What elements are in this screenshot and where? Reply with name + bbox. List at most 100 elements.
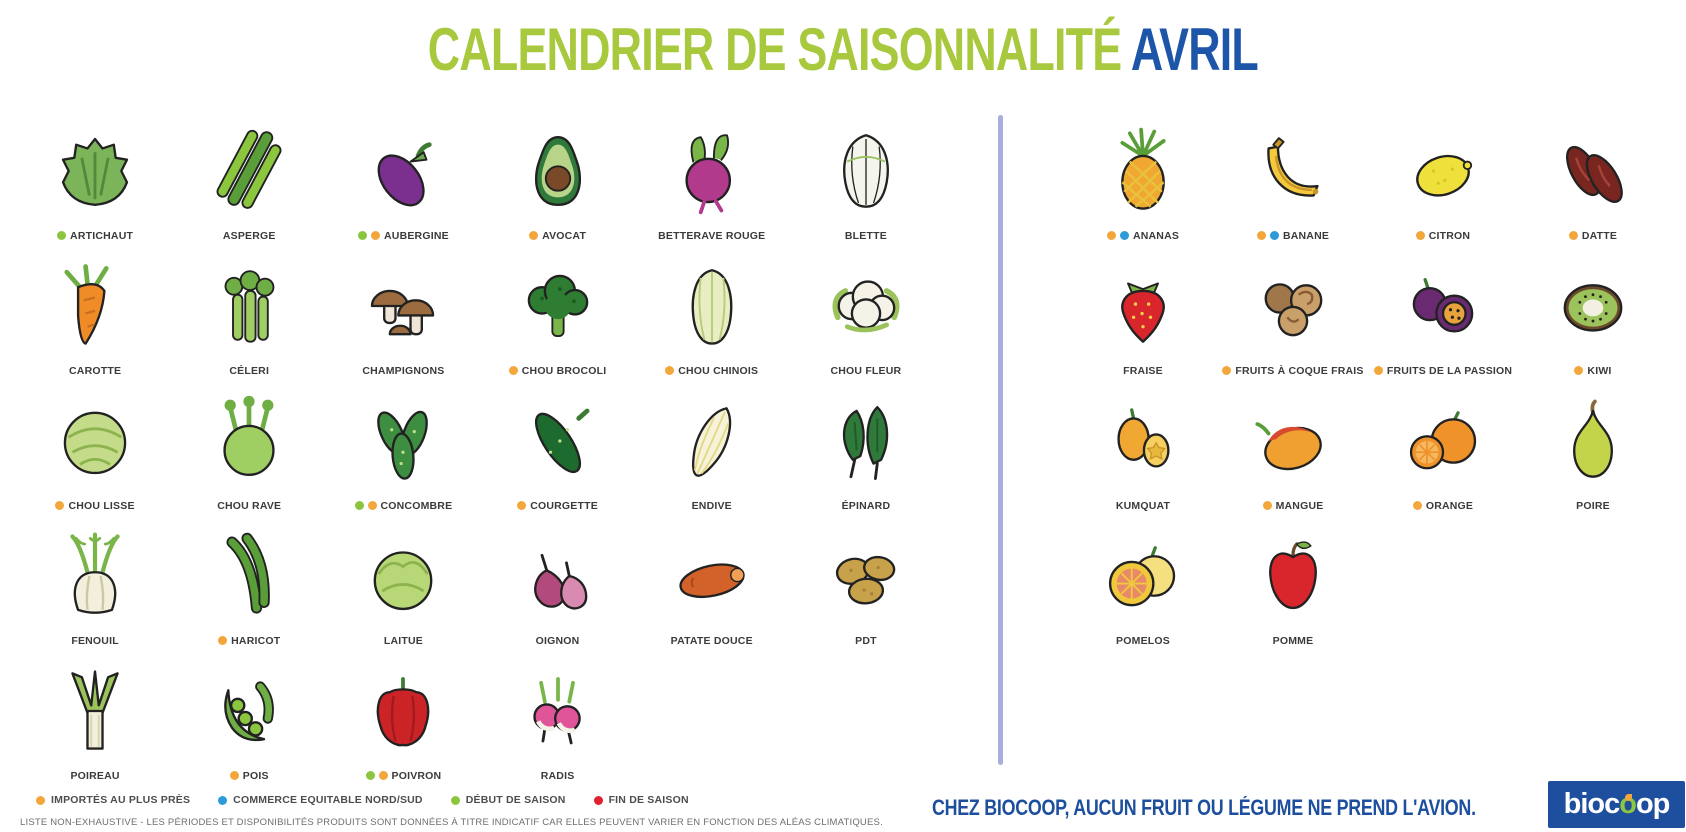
peas-icon [202, 652, 296, 769]
produce-label-row: POMELOS [1116, 634, 1170, 647]
produce-label-row: ENDIVE [692, 499, 732, 512]
kiwi-icon [1546, 247, 1640, 364]
produce-label: POIS [242, 769, 269, 782]
produce-label-row: RADIS [541, 769, 575, 782]
asparagus-icon [202, 112, 296, 229]
legend-label: FIN DE SAISON [608, 794, 689, 806]
produce-item: ASPERGE [172, 112, 326, 247]
produce-item: KIWI [1518, 247, 1668, 382]
produce-item: ÉPINARD [789, 382, 943, 517]
beetroot-icon [665, 112, 759, 229]
produce-label: DATTE [1581, 229, 1618, 242]
produce-item: AUBERGINE [326, 112, 480, 247]
produce-label: CÉLERI [229, 364, 270, 377]
produce-item: BETTERAVE ROUGE [635, 112, 789, 247]
legend-label: COMMERCE EQUITABLE NORD/SUD [233, 794, 423, 806]
chard-icon [819, 112, 913, 229]
produce-item: FRUITS À COQUE FRAIS [1218, 247, 1368, 382]
legend-item-orange: IMPORTÉS AU PLUS PRÈS [36, 794, 190, 806]
produce-label: CONCOMBRE [380, 499, 453, 512]
produce-label-row: AVOCAT [529, 229, 586, 242]
bell-pepper-icon [356, 652, 450, 769]
produce-item: ANANAS [1068, 112, 1218, 247]
chinese-cabbage-icon [665, 247, 759, 364]
produce-label-row: DATTE [1568, 229, 1618, 242]
produce-label-row: MANGUE [1262, 499, 1324, 512]
produce-item: KUMQUAT [1068, 382, 1218, 517]
produce-label: CHOU FLEUR [830, 364, 902, 377]
produce-item: CHOU LISSE [18, 382, 172, 517]
produce-label: CHAMPIGNONS [362, 364, 445, 377]
apple-icon [1246, 517, 1340, 634]
produce-item: LAITUE [326, 517, 480, 652]
produce-label: ASPERGE [222, 229, 276, 242]
cauliflower-icon [819, 247, 913, 364]
produce-label-row: CHAMPIGNONS [362, 364, 444, 377]
produce-label-row: CONCOMBRE [354, 499, 453, 512]
season-dot-orange [1574, 366, 1584, 375]
produce-label-row: POIS [229, 769, 269, 782]
carrot-icon [48, 247, 142, 364]
produce-item: PDT [789, 517, 943, 652]
endive-icon [665, 382, 759, 499]
produce-item: CÉLERI [172, 247, 326, 382]
produce-item: BLETTE [789, 112, 943, 247]
produce-label-row: ANANAS [1106, 229, 1179, 242]
season-dot-green [365, 771, 375, 780]
produce-label-row: BANANE [1256, 229, 1329, 242]
produce-item: FRAISE [1068, 247, 1218, 382]
produce-label-row: FENOUIL [71, 634, 118, 647]
produce-item: CONCOMBRE [326, 382, 480, 517]
season-dot-orange [1262, 501, 1272, 510]
potato-icon [819, 517, 913, 634]
kumquat-icon [1096, 382, 1190, 499]
produce-label: FRUITS À COQUE FRAIS [1235, 364, 1364, 377]
produce-label: POIREAU [70, 769, 120, 782]
legend-dot-blue [218, 795, 228, 805]
season-dot-blue [1269, 231, 1279, 240]
date-icon [1546, 112, 1640, 229]
strawberry-icon [1096, 247, 1190, 364]
produce-label: ARTICHAUT [70, 229, 134, 242]
produce-label-row: ORANGE [1412, 499, 1473, 512]
produce-item: DATTE [1518, 112, 1668, 247]
season-dot-green [354, 501, 364, 510]
pineapple-icon [1096, 112, 1190, 229]
produce-label-row: CHOU LISSE [55, 499, 134, 512]
produce-item: HARICOT [172, 517, 326, 652]
season-dot-orange [378, 771, 388, 780]
produce-item: ARTICHAUT [18, 112, 172, 247]
produce-label: POMME [1272, 634, 1314, 647]
produce-label: MANGUE [1275, 499, 1324, 512]
produce-label-row: ARTICHAUT [57, 229, 133, 242]
legend-dot-red [593, 795, 603, 805]
produce-label-row: CHOU BROCOLI [508, 364, 607, 377]
kohlrabi-icon [202, 382, 296, 499]
produce-label-row: POIREAU [70, 769, 119, 782]
leek-icon [48, 652, 142, 769]
produce-label: HARICOT [231, 634, 281, 647]
produce-label: BETTERAVE ROUGE [658, 229, 766, 242]
produce-label: CHOU CHINOIS [678, 364, 759, 377]
produce-item: FRUITS DE LA PASSION [1368, 247, 1518, 382]
produce-item: COURGETTE [481, 382, 635, 517]
produce-label: OIGNON [535, 634, 580, 647]
sweet-potato-icon [665, 517, 759, 634]
banana-icon [1246, 112, 1340, 229]
season-dot-orange [508, 366, 518, 375]
season-dot-blue [1119, 231, 1129, 240]
produce-item: POIS [172, 652, 326, 787]
produce-label-row: OIGNON [536, 634, 580, 647]
produce-label-row: CHOU CHINOIS [665, 364, 758, 377]
celery-icon [202, 247, 296, 364]
produce-label-row: CHOU RAVE [217, 499, 281, 512]
produce-label: AUBERGINE [384, 229, 449, 242]
produce-label-row: FRUITS DE LA PASSION [1373, 364, 1512, 377]
produce-label: PATATE DOUCE [670, 634, 753, 647]
vegetables-grid: ARTICHAUT ASPERGE AUBERGINE AVOCAT BETTERAVE… [18, 112, 943, 787]
produce-label-row: HARICOT [218, 634, 280, 647]
produce-label: COURGETTE [530, 499, 598, 512]
season-dot-orange [529, 231, 539, 240]
season-dot-orange [1373, 366, 1383, 375]
orange-icon [1396, 382, 1490, 499]
